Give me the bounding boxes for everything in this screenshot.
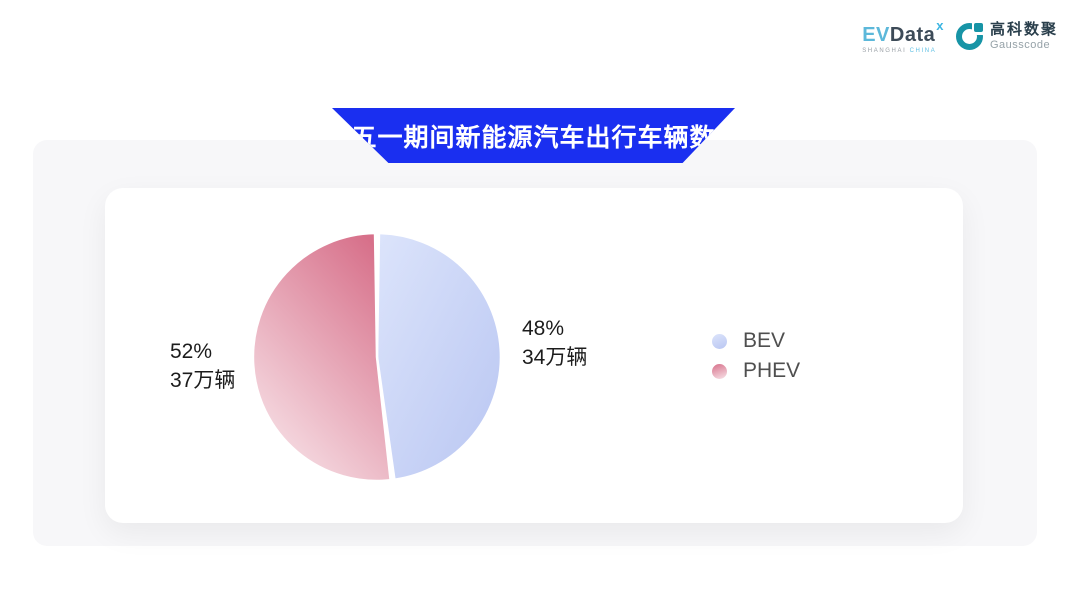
label-phev-value: 37万辆 — [170, 369, 236, 392]
evdata-subtext: SHANGHAI CHINA — [862, 48, 944, 54]
legend-item-phev[interactable]: PHEV — [712, 359, 800, 383]
evdata-wordmark: EV Data x — [862, 19, 944, 46]
legend-dot-phev — [712, 363, 727, 379]
pie-chart — [251, 231, 503, 483]
gausscode-g-icon — [955, 22, 983, 50]
label-bev: 48% 34万辆 — [522, 314, 587, 372]
evdata-sub-shanghai: SHANGHAI — [862, 48, 907, 54]
header-logos: EV Data x SHANGHAI CHINA 高科数聚 Gausscode — [862, 19, 1058, 54]
legend-label-bev: BEV — [743, 329, 786, 352]
chart-legend: BEV PHEV — [712, 329, 800, 383]
label-bev-value: 34万辆 — [522, 346, 588, 369]
evdata-sub-china: CHINA — [909, 48, 937, 54]
legend-dot-bev — [712, 333, 727, 349]
chart-card — [105, 188, 963, 523]
pie-slice-phev[interactable] — [251, 231, 392, 483]
evdata-x-icon: x — [936, 18, 944, 33]
gausscode-logo: 高科数聚 Gausscode — [955, 21, 1058, 51]
title-banner: 五一期间新能源汽车出行车辆数 — [332, 108, 735, 163]
gausscode-en-text: Gausscode — [989, 38, 1051, 51]
evdata-data-text: Data — [889, 24, 936, 46]
evdata-logo: EV Data x SHANGHAI CHINA — [862, 19, 944, 54]
evdata-ev-text: EV — [862, 24, 890, 46]
chart-title: 五一期间新能源汽车出行车辆数 — [351, 123, 716, 152]
gausscode-cn-text: 高科数聚 — [989, 21, 1058, 38]
label-bev-percent: 48% — [522, 317, 565, 340]
label-phev-percent: 52% — [170, 340, 213, 363]
legend-item-bev[interactable]: BEV — [712, 329, 800, 353]
pie-slice-bev[interactable] — [375, 231, 503, 482]
legend-label-phev: PHEV — [743, 359, 801, 382]
label-phev: 52% 37万辆 — [170, 337, 235, 395]
